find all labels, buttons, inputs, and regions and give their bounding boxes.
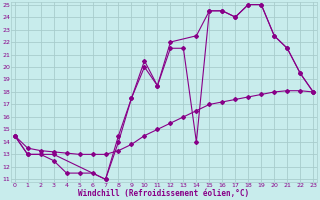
X-axis label: Windchill (Refroidissement éolien,°C): Windchill (Refroidissement éolien,°C) [78, 189, 250, 198]
